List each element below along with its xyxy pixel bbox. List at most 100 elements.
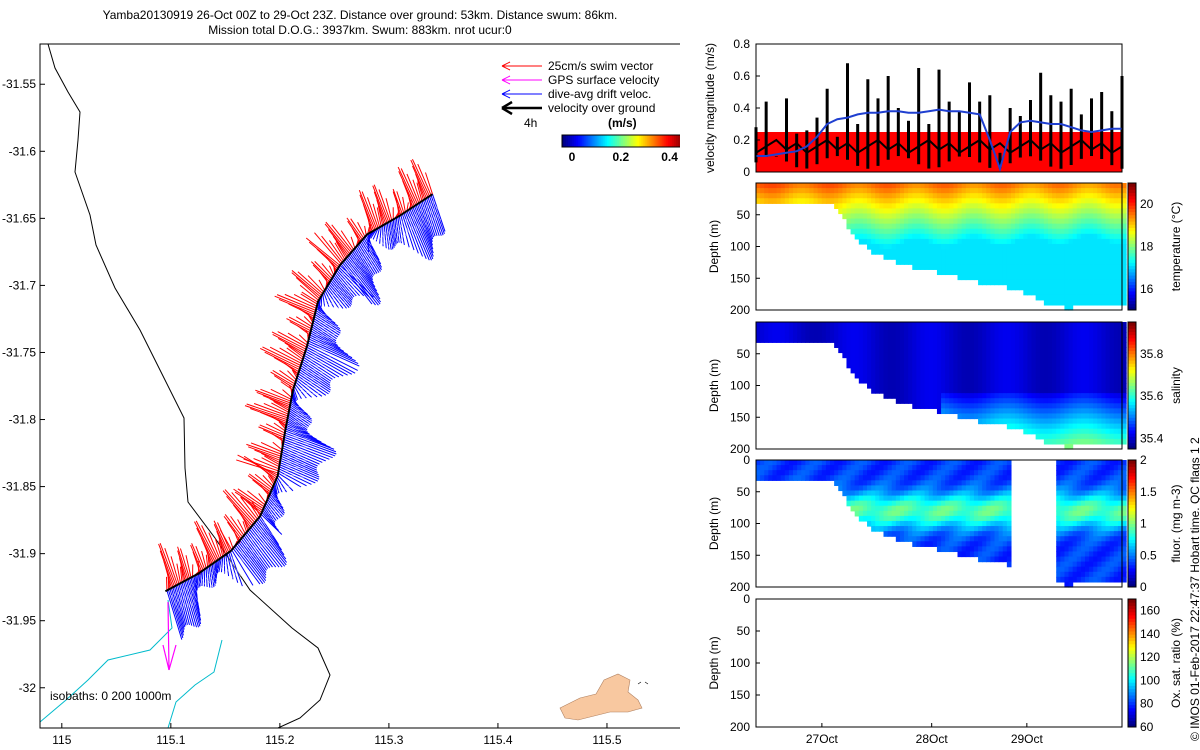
section-cell <box>932 233 938 240</box>
section-cell <box>1080 465 1086 471</box>
section-cell <box>883 332 889 338</box>
section-cell <box>965 337 971 343</box>
section-cell <box>871 203 876 209</box>
section-cell <box>1072 438 1078 445</box>
section-cell <box>854 362 860 369</box>
section-cell <box>1101 284 1107 291</box>
section-cell <box>760 183 765 189</box>
section-cell <box>965 480 971 486</box>
section-cell <box>978 485 983 492</box>
section-cell <box>1064 470 1070 476</box>
section-cell <box>1089 470 1094 476</box>
section-cell <box>1006 249 1012 255</box>
drift-vector-highlight <box>296 402 317 407</box>
section-cell <box>854 193 860 199</box>
section-cell <box>1117 183 1123 189</box>
section-cell <box>1027 243 1033 250</box>
section-cell <box>1035 423 1041 430</box>
section-cell <box>1035 413 1041 420</box>
drift-vector <box>400 214 410 248</box>
section-cell <box>994 362 1000 369</box>
section-cell <box>1109 500 1115 507</box>
section-cell <box>1052 193 1057 199</box>
section-cell <box>941 408 946 415</box>
section-cell <box>941 357 946 364</box>
section-cell <box>1122 388 1127 394</box>
section-cell <box>1080 536 1086 542</box>
section-cell <box>1023 398 1028 404</box>
section-cell <box>1002 382 1008 389</box>
section-cell <box>858 367 864 374</box>
section-cell <box>994 183 1000 189</box>
section-cell <box>1109 322 1115 328</box>
section-cell <box>1113 299 1119 306</box>
section-cell <box>990 398 996 404</box>
section-cell <box>1002 357 1008 364</box>
drift-vector <box>180 583 193 626</box>
section-cell <box>924 500 930 507</box>
section-cell <box>899 238 905 245</box>
section-cell <box>1006 208 1012 215</box>
section-cell <box>904 536 909 542</box>
section-cell <box>998 357 1004 364</box>
section-cell <box>953 408 959 415</box>
section-cell <box>1052 382 1057 389</box>
section-cell <box>920 249 926 255</box>
section-cell <box>961 362 967 369</box>
section-cell <box>825 475 831 481</box>
section-colorbar-cell <box>1128 542 1136 547</box>
swim-vector <box>207 553 210 567</box>
colorbar-tick-label: 0 <box>569 150 576 164</box>
section-cell <box>957 531 963 537</box>
section-cell <box>1027 259 1033 265</box>
section-cell <box>1068 342 1074 348</box>
section-cell <box>1015 322 1020 328</box>
section-cell <box>1039 377 1045 384</box>
section-cell <box>1084 495 1090 502</box>
section-cell <box>1019 208 1024 215</box>
section-cell <box>1101 438 1107 445</box>
section-cell <box>797 465 802 471</box>
section-cell <box>1076 510 1082 517</box>
section-cell <box>1002 377 1008 384</box>
section-cell <box>969 551 975 558</box>
section-cell <box>1043 327 1049 333</box>
swim-vector <box>233 529 239 543</box>
section-cell <box>1019 284 1024 291</box>
section-cell <box>1015 413 1020 420</box>
section-cell <box>908 228 913 235</box>
section-cell <box>858 327 864 333</box>
section-cell <box>990 551 996 558</box>
section-cell <box>1105 198 1111 204</box>
section-cell <box>867 357 872 364</box>
section-cell <box>924 505 930 512</box>
section-cell <box>1072 475 1078 481</box>
section-cell <box>973 218 979 225</box>
drift-vector-highlight <box>287 452 308 457</box>
section-cell <box>928 327 934 333</box>
section-cell <box>1093 208 1098 215</box>
section-cell <box>1072 347 1078 354</box>
section-cell <box>904 362 909 369</box>
section-cell <box>978 418 983 425</box>
swim-vector <box>278 421 286 430</box>
section-cell <box>924 465 930 471</box>
section-cell <box>916 218 922 225</box>
section-cell <box>961 531 967 537</box>
section-colorbar-cell <box>1128 536 1136 540</box>
section-cell <box>969 377 975 384</box>
section-cell <box>1023 362 1028 369</box>
section-cell <box>1101 393 1107 399</box>
section-cell <box>1072 322 1078 328</box>
section-cell <box>1097 480 1102 486</box>
lat-tick-label: -31.55 <box>2 77 36 91</box>
section-cell <box>965 546 971 553</box>
section-cell <box>1109 264 1115 270</box>
section-cell <box>912 249 917 255</box>
section-cell <box>982 223 987 230</box>
section-cell <box>928 480 934 486</box>
section-cell <box>916 526 922 532</box>
section-cell <box>978 193 983 199</box>
colorbar-cell <box>564 135 567 147</box>
